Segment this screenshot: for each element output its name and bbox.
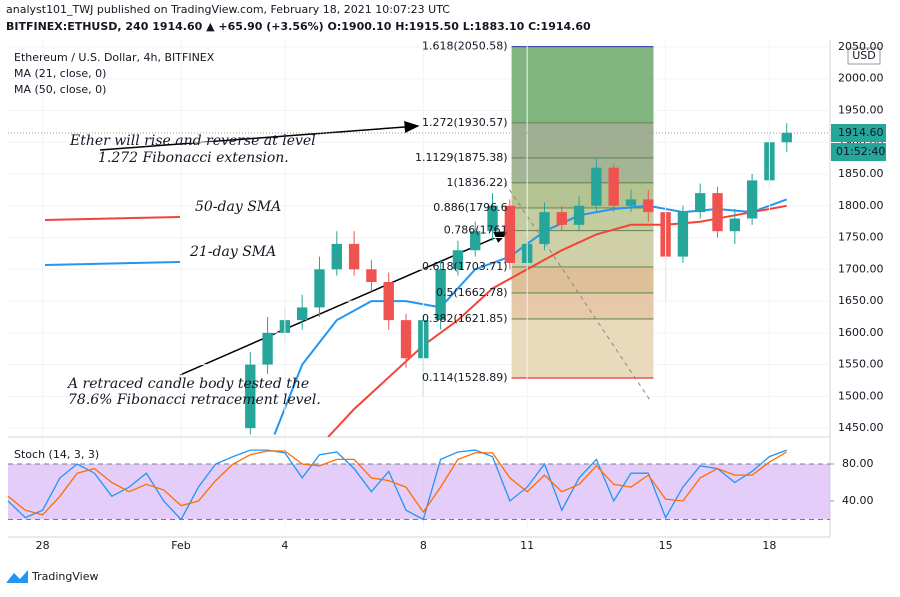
y-tick-label: 80.00 [842,457,874,470]
y-tick-label: 40.00 [842,494,874,507]
y-tick-label: 2000.00 [838,72,884,85]
sma-label-line [44,261,181,266]
candle-body [383,282,394,321]
chart-title: Ethereum / U.S. Dollar, 4h, BITFINEX [14,51,215,64]
candle-body [435,269,446,321]
stoch-title: Stoch (14, 3, 3) [14,448,99,461]
fib-label: 0.786(1761 [444,224,508,237]
fib-label: 1.618(2050.58) [422,40,508,53]
candle-body [470,231,481,251]
candle-body [400,320,412,359]
candle-body [262,332,273,365]
candle-body [314,269,325,308]
candle-body [677,212,689,257]
fib-band [511,292,654,319]
candle-body [504,205,516,263]
y-tick-label: 1600.00 [838,326,884,339]
sma-label: 50-day SMA [195,199,281,215]
fib-label: 1.272(1930.57) [422,116,508,129]
countdown: 01:52:40 [836,145,885,158]
candle-body [695,193,706,213]
x-tick-label: 15 [659,539,673,552]
annotation: 78.6% Fibonacci retracement level. [68,392,321,408]
candle-body [781,132,792,143]
y-tick-label: 1800.00 [838,199,884,212]
y-tick-label: 1700.00 [838,262,884,275]
candle-body [331,243,342,270]
plot [8,46,830,437]
stoch-line [7,449,787,521]
candle-body [729,218,741,232]
price-tag [831,123,886,142]
fib-label: 0.886(1796.6 [433,201,507,214]
y-tick-label: 1950.00 [838,104,884,117]
ma-line [327,204,787,437]
candle-body [625,199,637,206]
currency-box [847,47,881,65]
x-tick-label: Feb [171,539,190,552]
x-tick-label: 28 [36,539,50,552]
fib-band [511,157,654,183]
y-tick-label: 1550.00 [838,358,884,371]
candle-body [348,243,360,270]
stoch-band [8,463,830,520]
candle-body [539,212,550,244]
fib-label: 0.114(1528.89) [422,371,508,384]
y-tick-label: 1500.00 [838,389,884,402]
candle-body [712,193,723,232]
candle-body [366,269,377,283]
candle-body [573,205,585,225]
sma-label: 21-day SMA [189,244,276,260]
currency: USD [852,49,876,62]
symbol-line: BITFINEX:ETHUSD, 240 1914.60 ▲ +65.90 (+… [6,20,591,33]
candle-body [245,364,256,429]
header: analyst101_TWJ published on TradingView.… [6,3,450,16]
legend-entry: MA (21, close, 0) [14,67,106,80]
candle-body [643,199,654,213]
x-tick-label: 4 [281,539,288,552]
fib-band [511,266,654,293]
candle-body [591,167,602,206]
candle-body [608,167,619,206]
x-tick-label: 8 [420,539,427,552]
sma-label-line [44,216,181,221]
candle-body [487,205,498,232]
logo [6,570,28,583]
candle-body [556,212,567,225]
fib-label: 0.382(1621.85) [422,312,508,325]
fib-band [511,46,654,123]
footer: TradingView [31,570,98,583]
trend-line [504,182,651,401]
annotation: 1.272 Fibonacci extension. [98,150,289,166]
x-tick-label: 18 [762,539,776,552]
y-tick-label: 1850.00 [838,167,884,180]
fib-label: 0.618(1703.71) [422,260,508,273]
fib-label: 1(1836.22) [447,176,508,189]
countdown-tag [831,142,886,161]
y-tick-label: 1750.00 [838,231,884,244]
annotation: A retraced candle body tested the [66,376,309,392]
arrow [99,121,420,151]
candle-body [452,250,464,270]
price-tag-label: 1914.60 [838,126,884,139]
stoch-line [7,450,788,516]
y-tick-label: 1450.00 [838,421,884,434]
candle-body [296,307,308,321]
fib-label: 1.1129(1875.38) [415,151,508,164]
y-tick-label: 1650.00 [838,294,884,307]
y-tick-label: 2050.00 [838,40,884,53]
annotation: Ether will rise and reverse at level [69,133,316,149]
fib-band [511,230,654,267]
candle-body [746,180,758,219]
fib-band [511,318,654,378]
x-tick-label: 11 [520,539,534,552]
fib-band [511,122,654,158]
fib-label: 0.5(1662.78) [436,286,508,299]
legend-entry: MA (50, close, 0) [14,83,106,96]
